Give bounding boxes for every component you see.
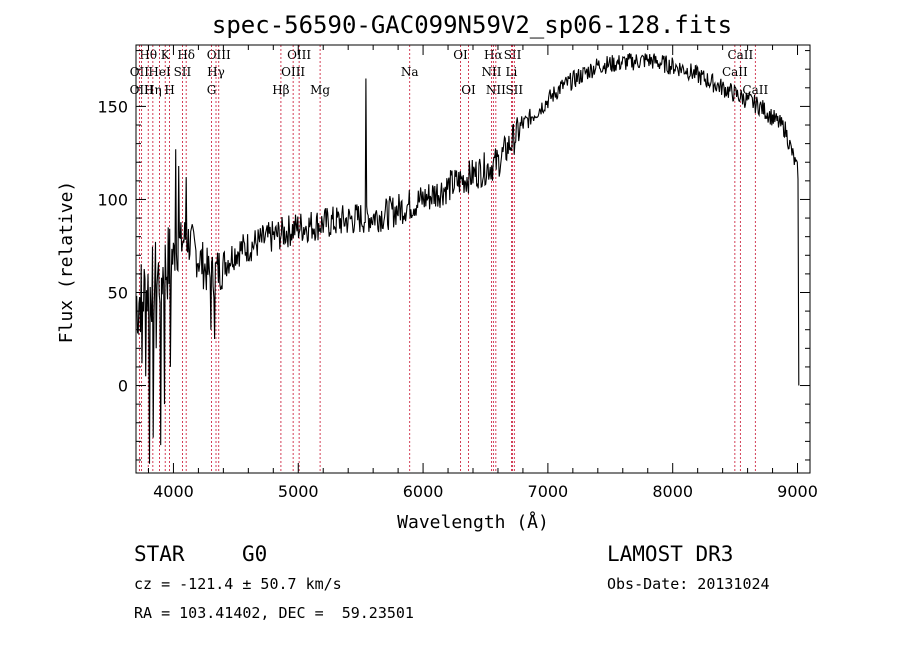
line-marker-label: OII <box>130 65 150 79</box>
x-tick-label: 7000 <box>528 482 569 501</box>
survey-name: LAMOST DR3 <box>607 542 734 566</box>
line-marker-label: OIII <box>287 48 311 62</box>
line-marker-label: OIII <box>281 65 305 79</box>
y-tick-label: 150 <box>97 97 128 116</box>
line-marker-label: Na <box>401 65 419 79</box>
line-marker-label: OI <box>453 48 468 62</box>
line-marker-label: HeI <box>148 65 171 79</box>
line-marker-label: Hβ <box>272 83 289 97</box>
observation-date: Obs-Date: 20131024 <box>607 575 770 593</box>
spectrum-line <box>135 53 800 464</box>
y-tick-label: 0 <box>118 377 128 396</box>
object-subclass: G0 <box>242 542 268 566</box>
chart-title: spec-56590-GAC099N59V2_sp06-128.fits <box>212 11 732 39</box>
line-marker-label: G <box>207 83 217 97</box>
line-marker-label: SII <box>505 83 523 97</box>
line-marker-label: OI <box>461 83 476 97</box>
line-marker-label: SII <box>504 48 522 62</box>
line-marker-label: Mg <box>310 83 330 97</box>
x-axis-title: Wavelength (Å) <box>397 511 549 533</box>
y-axis-title: Flux (relative) <box>56 181 77 344</box>
line-marker-label: Hθ <box>139 48 157 62</box>
x-tick-label: 5000 <box>278 482 319 501</box>
line-marker-label: Li <box>506 65 518 79</box>
axis-ticks: 4000 5000 6000 7000 8000 9000 0 50 100 150 <box>97 45 818 501</box>
line-marker-label: OIII <box>207 48 231 62</box>
x-tick-label: 4000 <box>153 482 194 501</box>
redshift-velocity: cz = -121.4 ± 50.7 km/s <box>134 575 342 593</box>
line-marker-label: Hγ <box>207 65 225 79</box>
line-marker-label: SII <box>174 65 192 79</box>
y-tick-label: 100 <box>97 190 128 209</box>
line-marker-label: K <box>161 48 171 62</box>
object-class: STAR <box>134 542 185 566</box>
line-marker-label: NII <box>481 65 501 79</box>
sky-coordinates: RA = 103.41402, DEC = 59.23501 <box>134 604 414 622</box>
line-marker-label: Hη <box>144 83 162 97</box>
line-marker-label: CaII <box>722 65 748 79</box>
y-tick-label: 50 <box>108 283 128 302</box>
x-tick-label: 9000 <box>777 482 818 501</box>
line-marker-label: Hδ <box>177 48 195 62</box>
line-marker-label: NII <box>486 83 506 97</box>
line-marker-label: H <box>164 83 174 97</box>
line-marker-label: CaII <box>727 48 753 62</box>
x-tick-label: 6000 <box>403 482 444 501</box>
line-marker-label: Hα <box>484 48 503 62</box>
x-tick-label: 8000 <box>652 482 693 501</box>
